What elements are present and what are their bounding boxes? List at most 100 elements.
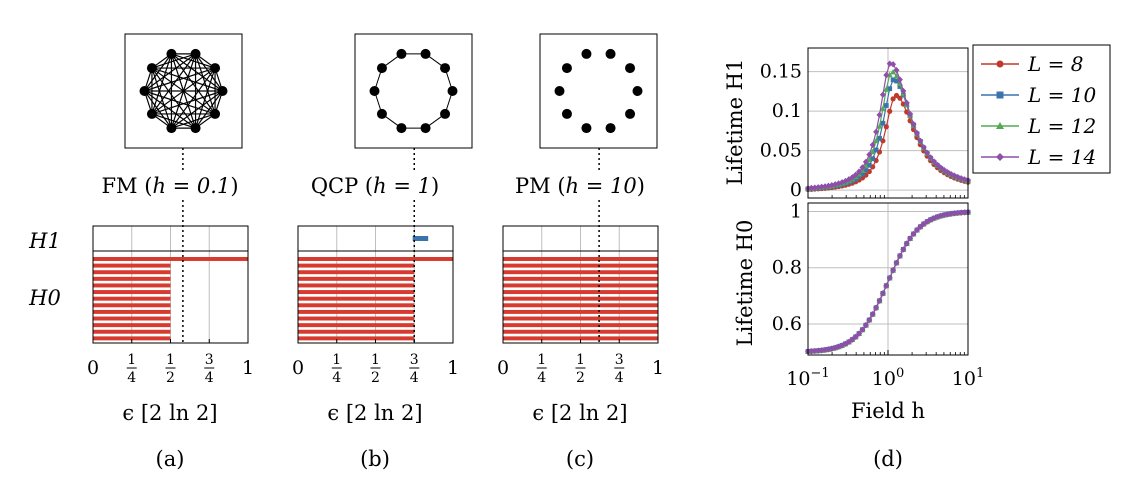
data-point (859, 326, 866, 333)
graph-node (396, 123, 407, 134)
h0-bar (93, 323, 171, 328)
h0-bar (93, 257, 248, 261)
legend-box (972, 44, 1111, 174)
panel-d-texts: Field h (d) Lifetime H1 Lifetime H0 (723, 59, 925, 471)
data-point (900, 246, 907, 253)
data-point (894, 78, 899, 84)
svg-text:QCP (h = 1): QCP (h = 1) (311, 174, 439, 198)
h0-bar (503, 323, 658, 328)
graph-edge (151, 67, 197, 129)
graph-node (376, 108, 387, 119)
legend-entry-0: L = 8 (1027, 52, 1083, 76)
tick-label-den: 2 (576, 370, 585, 386)
data-point (873, 137, 880, 144)
data-point (863, 167, 869, 173)
graph-edge (170, 53, 216, 115)
graph-node (440, 63, 451, 74)
h0-bar (298, 329, 415, 334)
panel-a-texts: FM (h = 0.1) H1 H0 ϵ [2 ln 2] (a) (28, 174, 238, 471)
h0-bar (93, 309, 171, 314)
data-point (893, 72, 900, 79)
legend: L = 8 L = 10 L = 12 L = 14 (972, 44, 1111, 174)
panel-a-field: h = 0.1 (152, 174, 230, 198)
data-point (859, 164, 866, 171)
data-point (927, 154, 934, 161)
panel-c-caption: (c) (566, 447, 594, 471)
graph-edge (151, 67, 173, 129)
data-point (924, 149, 931, 157)
data-point (879, 105, 886, 111)
data-point (832, 181, 839, 188)
data-point (808, 184, 815, 192)
tick-label-num: 3 (410, 352, 419, 368)
h0-bar (503, 276, 658, 281)
data-point (870, 156, 876, 162)
tick-label-den: 2 (166, 370, 175, 386)
panel-a: 0 1 4 1 2 3 4 1 (87, 33, 254, 386)
panel-b-caption: (b) (360, 447, 390, 471)
graph-edge (144, 90, 172, 129)
data-point (930, 158, 937, 165)
data-point (903, 240, 910, 247)
panel-a-phase: FM (101, 174, 137, 198)
panel-d-caption: (d) (873, 447, 903, 471)
data-point (907, 235, 914, 242)
h0-bar (503, 329, 658, 334)
graph-edge (144, 90, 196, 129)
h0-bar (93, 296, 171, 301)
h0-bar (503, 296, 658, 301)
data-point (910, 121, 917, 128)
tick-label-den: 2 (371, 370, 380, 386)
data-point (934, 161, 941, 168)
panel-a-row-h1: H1 (28, 229, 61, 253)
panel-a-xlabel: ϵ [2 ln 2] (122, 401, 217, 425)
data-point (896, 76, 903, 83)
h0-bar (298, 303, 415, 308)
graph-node (447, 86, 458, 96)
panel-d: 0 0.05 0.1 0.15 0.6 0.8 1 10−1 100 101 (760, 47, 984, 390)
data-point (890, 267, 897, 274)
panel-c: 0 1 4 1 2 3 4 1 (497, 33, 664, 386)
ytick-top: 0 (790, 179, 802, 201)
graph-edge (171, 53, 216, 69)
data-point (862, 321, 869, 329)
h0-bar (298, 263, 415, 268)
tick-label-num: 3 (205, 352, 214, 368)
data-point (856, 330, 863, 337)
graph-node (376, 63, 387, 74)
tick-label: 1 (242, 357, 254, 379)
ytick-bottom: 0.8 (772, 257, 802, 279)
data-point (913, 226, 920, 234)
graph-edge (151, 67, 223, 92)
data-point (811, 347, 818, 355)
data-point (896, 252, 903, 260)
h0-bar (503, 336, 658, 341)
data-point (860, 171, 865, 177)
panel-d-ylabel-bottom: Lifetime H0 (733, 220, 757, 347)
h0-bar (298, 323, 415, 328)
data-point (873, 128, 880, 136)
graph-node (605, 123, 616, 134)
tick-label: 1 (652, 357, 664, 379)
data-point (890, 68, 897, 75)
h0-bar (503, 303, 658, 308)
data-point (869, 311, 876, 318)
h0-bar (298, 270, 415, 275)
tick-label: 0 (87, 357, 99, 379)
graph-node (581, 48, 592, 59)
tick-label-den: 4 (537, 370, 546, 386)
data-point (883, 103, 889, 108)
data-point (880, 120, 886, 126)
tick-label-num: 1 (537, 352, 546, 368)
h0-bar (93, 290, 171, 295)
tick-label-den: 4 (410, 370, 419, 386)
graph-node (166, 123, 177, 134)
graph-edge (194, 67, 216, 129)
data-point (852, 333, 859, 341)
ytick-bottom: 1 (790, 200, 802, 222)
ytick-top: 0.1 (772, 100, 802, 122)
data-point (869, 148, 876, 155)
xtick-label: 100 (872, 366, 904, 390)
data-point (815, 184, 822, 191)
h0-bar (298, 290, 415, 295)
